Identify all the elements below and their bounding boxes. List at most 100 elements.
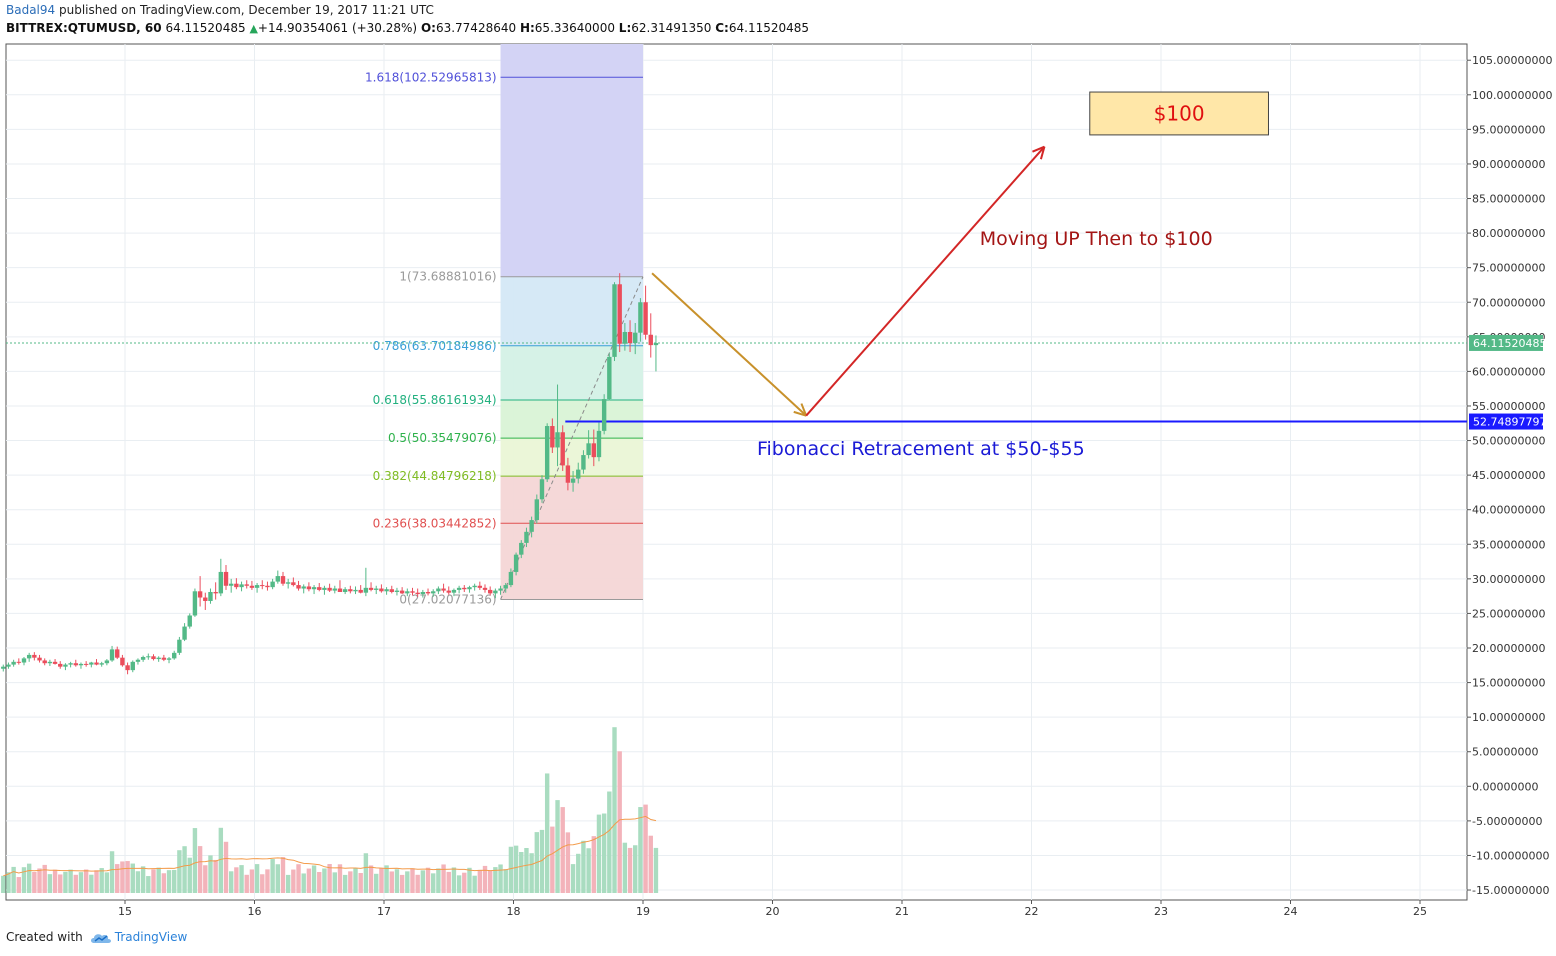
candle-body (135, 659, 141, 662)
volume-bar (317, 872, 322, 893)
candle-body (301, 586, 306, 589)
candle-body (11, 661, 16, 665)
candle-body (394, 590, 400, 592)
candle-body (16, 661, 22, 663)
volume-bar (379, 868, 384, 893)
candle-body (633, 332, 638, 344)
fib-level-label: 0.5(50.35479076) (388, 431, 497, 445)
footer: Created with TradingView (6, 930, 187, 945)
volume-bar (436, 868, 441, 893)
candle-body (239, 584, 244, 588)
volume-bar (32, 872, 37, 893)
volume-bar (16, 877, 22, 893)
volume-bar (570, 864, 576, 893)
volume-bar (394, 869, 400, 893)
candle-body (487, 589, 493, 594)
candle-body (104, 660, 110, 664)
down-projection-arrow[interactable] (651, 272, 807, 417)
candle-body (565, 465, 571, 483)
volume-bar (120, 861, 125, 893)
candle-body (544, 426, 550, 480)
volume-bar (109, 851, 115, 893)
candle-body (586, 443, 591, 456)
open-label: O: (420, 21, 436, 35)
volume-bar (472, 875, 477, 893)
volume-bar (441, 864, 446, 893)
volume-bar (83, 869, 89, 893)
y-tick-label: 5.00000000 (1472, 746, 1538, 759)
y-tick-label: 90.00000000 (1472, 158, 1545, 171)
volume-bar (555, 800, 560, 893)
candle-body (576, 469, 581, 479)
volume-bar (311, 865, 317, 893)
volume-bar (389, 871, 394, 893)
volume-bar (519, 852, 524, 893)
candle-body (456, 587, 462, 590)
candle-body (570, 478, 576, 483)
candle-body (109, 649, 115, 661)
fib-zone-extension (500, 44, 643, 277)
current-price-tag-label: 64.11520485 (1473, 337, 1546, 350)
candle-body (115, 649, 120, 658)
open-value: 63.77428640 (435, 21, 517, 35)
candle-body (73, 663, 78, 666)
volume-bar (172, 869, 177, 893)
candle-body (420, 591, 426, 595)
y-tick-label: 0.00000000 (1472, 780, 1538, 793)
volume-bar (58, 874, 63, 893)
target-box[interactable] (1089, 91, 1269, 136)
moving-up-annotation: Moving UP Then to $100 (980, 228, 1213, 250)
volume-bar (285, 874, 291, 893)
volume-bar (337, 864, 343, 893)
candle-body (379, 588, 384, 592)
volume-bar (265, 869, 270, 893)
candle-body (441, 588, 446, 591)
x-tick-label: 16 (248, 905, 262, 918)
candle-body (63, 664, 68, 667)
volume-bar (187, 857, 192, 893)
y-tick-label: 20.00000000 (1472, 642, 1545, 655)
support-price-tag-label: 52.74897797 (1473, 416, 1546, 429)
candle-body (161, 657, 167, 660)
candle-body (192, 591, 198, 616)
candle-body (342, 589, 348, 592)
candle-body (182, 626, 187, 640)
candle-body (94, 662, 99, 665)
volume-bar (291, 869, 296, 893)
published-text: published on TradingView.com, December 1… (59, 3, 434, 17)
volume-bar (280, 857, 286, 893)
volume-bar (239, 865, 244, 893)
fib-level-label: 0(27.02077136) (399, 592, 496, 606)
volume-bar (581, 840, 586, 893)
volume-bar (140, 866, 146, 893)
volume-bar (42, 864, 47, 893)
fib-zone-0.236 (500, 476, 643, 524)
last-price: 64.11520485 (165, 21, 246, 35)
candle-body (560, 432, 565, 466)
candle-body (296, 585, 301, 589)
candle-body (550, 426, 555, 448)
volume-bar (332, 872, 337, 893)
high-value: 65.33640000 (534, 21, 615, 35)
volume-bar (633, 845, 638, 893)
candle-body (306, 586, 312, 590)
candle-body (89, 662, 94, 665)
author-link[interactable]: Badal94 (6, 3, 56, 17)
y-tick-label: -15.00000000 (1472, 884, 1549, 897)
volume-bar (151, 869, 156, 893)
candle-body (52, 661, 58, 664)
candle-body (405, 591, 410, 594)
volume-bar (99, 868, 104, 893)
volume-bar (643, 804, 648, 893)
candle-body (601, 399, 607, 431)
volume-bar (617, 751, 622, 893)
candle-body (384, 589, 389, 592)
volume-bar (503, 869, 508, 893)
candle-body (213, 591, 218, 594)
tradingview-brand[interactable]: TradingView (114, 930, 188, 944)
up-projection-arrow[interactable] (805, 145, 1046, 417)
fib-zone-0.5 (500, 400, 643, 439)
x-tick-label: 21 (895, 905, 909, 918)
y-tick-label: 105.00000000 (1472, 54, 1552, 67)
